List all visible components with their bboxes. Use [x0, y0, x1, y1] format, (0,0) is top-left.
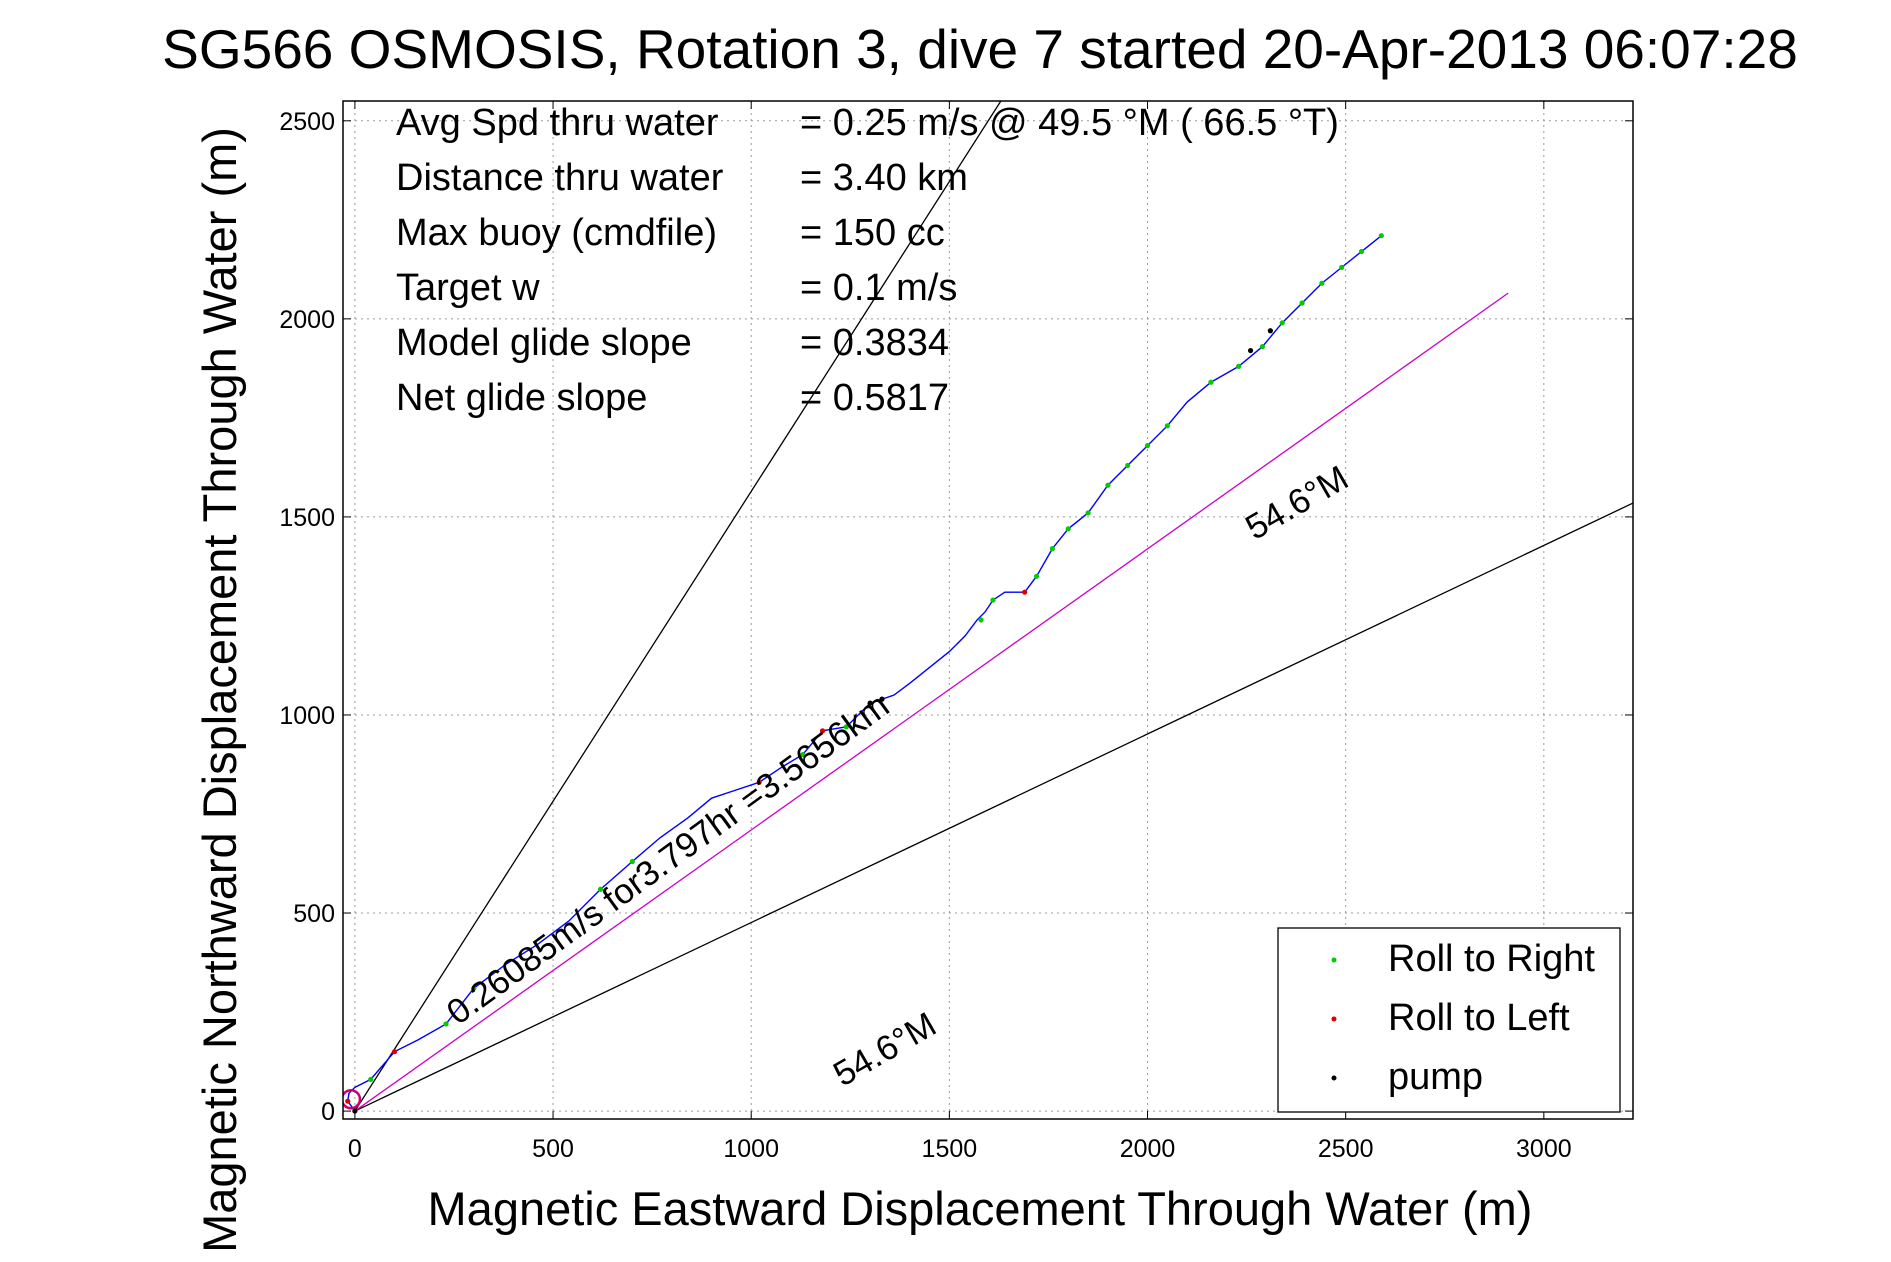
track-group: [343, 235, 1382, 1112]
legend-marker: [1331, 1075, 1337, 1081]
info-label: Model glide slope: [396, 322, 692, 364]
legend-label: Roll to Right: [1388, 938, 1595, 980]
reference-line: [354, 101, 1002, 1112]
roll-to-right-point: [1144, 443, 1151, 449]
legend: Roll to Right Roll to Left pump: [1277, 927, 1621, 1113]
y-tick-label: 500: [293, 900, 335, 928]
roll-to-right-point: [800, 751, 806, 758]
pump-point: [1247, 347, 1254, 354]
info-value: = 3.40 km: [800, 157, 968, 199]
roll-to-right-point: [471, 985, 477, 991]
reference-line: [354, 292, 1509, 1112]
roll-to-right-point: [1164, 423, 1170, 429]
x-tick-label: 0: [348, 1135, 362, 1163]
roll-to-right-point: [629, 858, 635, 865]
roll-to-right-point: [990, 597, 996, 603]
y-tick-label: 2000: [279, 306, 335, 334]
info-value: = 0.3834: [800, 322, 949, 364]
legend-marker: [1331, 1016, 1337, 1022]
dive-track-line: [347, 235, 1382, 1112]
roll-to-right-point: [1259, 343, 1266, 350]
y-tick-label: 1000: [279, 702, 335, 730]
roll-to-left-point: [345, 1098, 351, 1104]
x-tick-label: 2000: [1120, 1135, 1176, 1163]
roll-to-right-point: [1319, 280, 1325, 286]
roll-to-right-point: [1299, 300, 1305, 306]
roll-to-right-point: [598, 886, 604, 892]
pump-point: [867, 700, 873, 706]
markers: [345, 233, 1384, 1114]
roll-to-right-point: [1065, 526, 1071, 532]
legend-label: Roll to Left: [1388, 997, 1570, 1039]
start-loop: [343, 1088, 362, 1110]
y-axis-label: Magnetic Northward Displacement Through …: [193, 127, 246, 1253]
roll-to-right-point: [978, 617, 984, 623]
legend-label: pump: [1388, 1056, 1483, 1098]
roll-to-left-point: [756, 779, 762, 785]
info-value: = 0.1 m/s: [800, 267, 957, 309]
roll-to-right-point: [1279, 320, 1285, 326]
legend-marker: [1331, 957, 1337, 963]
roll-to-right-point: [1208, 379, 1214, 385]
info-label: Distance thru water: [396, 157, 724, 199]
roll-to-right-point: [1105, 482, 1111, 488]
roll-to-right-point: [1378, 233, 1384, 239]
roll-to-right-point: [1339, 264, 1345, 270]
info-value: = 0.25 m/s @ 49.5 °M ( 66.5 °T): [800, 102, 1339, 144]
roll-to-right-point: [1049, 546, 1056, 552]
pump-point: [1267, 328, 1273, 334]
roll-to-right-point: [368, 1076, 374, 1082]
axis-ticks: 0 500 1000 1500 2000 2500 3000 0 500 1000 1500 2000…: [279, 101, 1633, 1163]
roll-to-right-point: [843, 724, 849, 730]
x-tick-label: 1500: [922, 1135, 978, 1163]
roll-to-right-point: [1085, 510, 1091, 516]
pump-point: [879, 696, 885, 702]
annotation-label: 0.26085m/s for3.797hr =3.5656km: [440, 686, 897, 1033]
x-axis-label: Magnetic Eastward Displacement Through W…: [428, 1182, 1533, 1235]
x-tick-label: 500: [532, 1135, 574, 1163]
chart-title: SG566 OSMOSIS, Rotation 3, dive 7 starte…: [162, 18, 1798, 80]
reference-line: [354, 502, 1633, 1112]
info-value: = 0.5817: [800, 377, 949, 419]
info-label: Net glide slope: [396, 377, 647, 419]
plot-frame: [342, 100, 1634, 1120]
roll-to-right-point: [1358, 248, 1365, 255]
info-label: Target w: [396, 267, 540, 309]
roll-to-right-point: [443, 1021, 449, 1027]
roll-to-left-point: [819, 728, 826, 734]
roll-to-right-point: [1236, 363, 1242, 369]
roll-to-right-point: [1125, 462, 1131, 469]
y-tick-label: 2500: [279, 108, 335, 136]
roll-to-left-point: [391, 1049, 398, 1055]
info-box: Avg Spd thru water = 0.25 m/s @ 49.5 °M (…: [396, 102, 1339, 419]
x-tick-label: 2500: [1318, 1135, 1374, 1163]
annotations: 54.6°M54.6°M0.26085m/s for3.797hr =3.565…: [440, 458, 1355, 1094]
y-tick-label: 0: [321, 1098, 335, 1126]
roll-to-left-point: [1022, 589, 1028, 595]
annotation-label: 54.6°M: [827, 1005, 943, 1094]
info-label: Avg Spd thru water: [396, 102, 719, 144]
reference-lines: [354, 101, 1633, 1112]
roll-to-right-point: [1033, 573, 1040, 579]
x-tick-label: 1000: [723, 1135, 779, 1163]
x-tick-label: 3000: [1516, 1135, 1572, 1163]
info-label: Max buoy (cmdfile): [396, 212, 717, 254]
info-value: = 150 cc: [800, 212, 945, 254]
y-tick-label: 1500: [279, 504, 335, 532]
